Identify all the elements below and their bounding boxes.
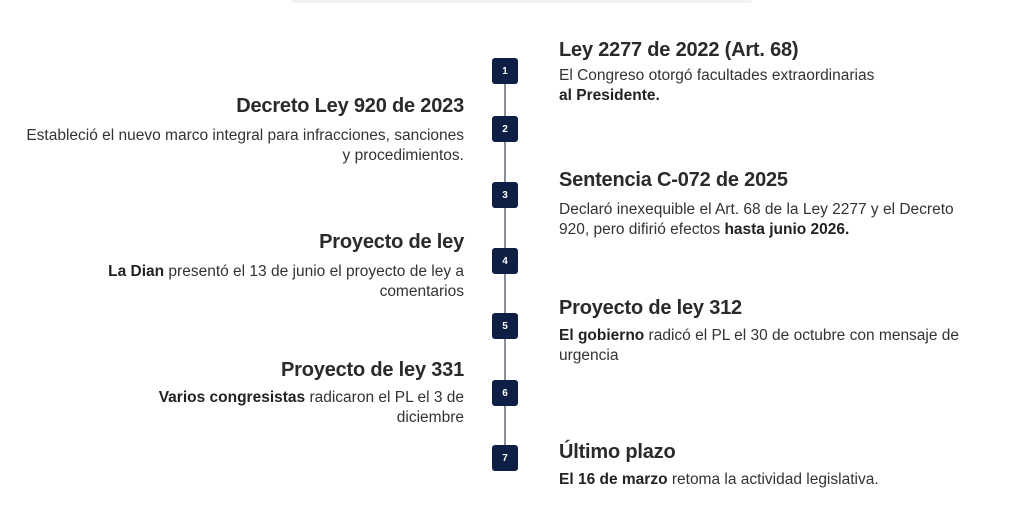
marker-number: 4: [502, 255, 508, 267]
entry-description-text: Estableció el nuevo marco integral para …: [26, 127, 464, 164]
timeline-entry-6: Proyecto de ley 331 Varios congresistas …: [134, 358, 465, 428]
entry-description-text: El Congreso otorgó facultades extraordin…: [559, 67, 875, 84]
marker-number: 7: [502, 452, 508, 464]
marker-number: 2: [502, 123, 508, 135]
timeline-marker-4: 4: [492, 248, 518, 274]
entry-description-lead: Varios congresistas: [158, 389, 306, 406]
entry-description-text: radicó el PL el 30 de octubre con mensaj…: [559, 327, 960, 364]
entry-title: Último plazo: [559, 441, 676, 463]
entry-description: Declaró inexequible el Art. 68 de la Ley…: [559, 200, 959, 240]
entry-description: Varios congresistas radicaron el PL el 3…: [134, 388, 464, 428]
entry-description: El 16 de marzo retoma la actividad legis…: [559, 470, 979, 490]
top-divider: [292, 0, 752, 3]
entry-title: Proyecto de ley 331: [281, 359, 464, 381]
timeline-marker-3: 3: [492, 182, 518, 208]
entry-title: Sentencia C-072 de 2025: [559, 169, 788, 191]
marker-number: 1: [502, 65, 508, 77]
entry-description: Estableció el nuevo marco integral para …: [24, 126, 464, 166]
timeline-entry-5: Proyecto de ley 312 El gobierno radicó e…: [559, 296, 999, 366]
entry-description-emphasis: al Presidente.: [559, 87, 660, 104]
timeline-marker-7: 7: [492, 445, 518, 471]
entry-description-lead: El 16 de marzo: [559, 471, 668, 488]
entry-description-text: presentó el 13 de junio el proyecto de l…: [164, 263, 464, 300]
entry-description-text: Declaró inexequible el Art. 68 de la Ley…: [559, 201, 954, 238]
timeline-entry-3: Sentencia C-072 de 2025 Declaró inexequi…: [559, 168, 959, 240]
entry-description: El Congreso otorgó facultades extraordin…: [559, 66, 939, 106]
entry-description-text: radicaron el PL el 3 de diciembre: [305, 389, 464, 426]
entry-description-emphasis: hasta junio 2026.: [724, 221, 850, 238]
timeline-marker-1: 1: [492, 58, 518, 84]
timeline-entry-1: Ley 2277 de 2022 (Art. 68) El Congreso o…: [559, 38, 939, 106]
timeline-marker-5: 5: [492, 313, 518, 339]
entry-description: El gobierno radicó el PL el 30 de octubr…: [559, 326, 999, 366]
marker-number: 6: [502, 387, 508, 399]
entry-description-lead: El gobierno: [559, 327, 645, 344]
timeline-entry-4: Proyecto de ley La Dian presentó el 13 d…: [44, 230, 464, 302]
entry-title: Proyecto de ley 312: [559, 297, 742, 319]
entry-title: Proyecto de ley: [319, 231, 464, 253]
timeline-marker-2: 2: [492, 116, 518, 142]
entry-description-text: retoma la actividad legislativa.: [667, 471, 879, 488]
timeline-entry-7: Último plazo El 16 de marzo retoma la ac…: [559, 440, 979, 490]
entry-description: La Dian presentó el 13 de junio el proye…: [44, 262, 464, 302]
marker-number: 3: [502, 189, 508, 201]
entry-description-lead: La Dian: [108, 263, 165, 280]
timeline-entry-2: Decreto Ley 920 de 2023 Estableció el nu…: [24, 94, 464, 166]
timeline-marker-6: 6: [492, 380, 518, 406]
entry-title: Ley 2277 de 2022 (Art. 68): [559, 39, 799, 61]
marker-number: 5: [502, 320, 508, 332]
entry-title: Decreto Ley 920 de 2023: [236, 95, 464, 117]
